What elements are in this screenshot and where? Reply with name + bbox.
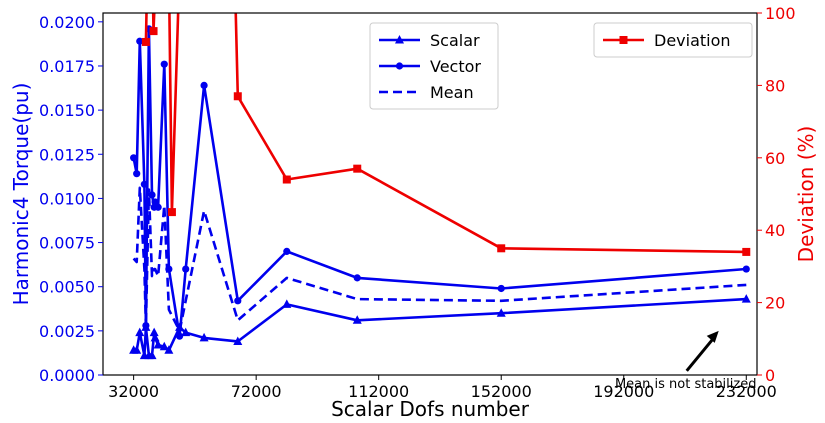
data-point-deviation: [149, 27, 158, 36]
y-left-tick-label: 0.0100: [39, 189, 95, 208]
data-point-vector: [175, 332, 184, 340]
data-point-deviation: [497, 244, 506, 253]
data-point-deviation: [141, 37, 150, 46]
plot-frame: [102, 12, 758, 376]
data-point-scalar: [135, 327, 145, 337]
data-point-scalar: [149, 327, 159, 337]
annotation: Mean is not stabilized: [615, 330, 757, 392]
x-tick-label: 112000: [348, 382, 409, 401]
y-axis-right-label: Deviation (%): [794, 126, 818, 263]
series-layer: [129, 13, 751, 360]
legend-label-scalar: Scalar: [430, 31, 480, 50]
y-left-tick-label: 0.0025: [39, 322, 95, 341]
data-point-vector: [130, 154, 138, 162]
legend-box: [369, 22, 499, 110]
data-point-vector: [182, 265, 190, 273]
data-point-vector: [742, 265, 750, 273]
x-axis-label: Scalar Dofs number: [331, 397, 530, 421]
data-point-deviation: [233, 92, 242, 101]
data-point-vector: [497, 284, 505, 293]
x-tick-label: 152000: [471, 382, 532, 401]
data-point-scalar: [282, 299, 292, 308]
data-point-scalar: [741, 294, 751, 303]
legend-entry-vector: Vector: [379, 57, 481, 76]
data-point-vector: [133, 170, 141, 178]
y-left-tick-label: 0.0000: [39, 366, 95, 385]
series-scalar: [129, 294, 751, 360]
data-point-vector: [154, 203, 162, 211]
data-point-vector: [283, 247, 291, 255]
y-axis-left-label: Harmonic4 Torque(pu): [9, 83, 33, 306]
y-right-tick-label: 60: [765, 149, 785, 168]
series-mean: [132, 186, 747, 333]
x-tick-label: 72000: [231, 382, 282, 401]
x-tick-label: 192000: [593, 382, 654, 401]
series-line-vector: [132, 27, 747, 338]
data-point-scalar: [132, 345, 142, 354]
legend-box: [593, 22, 753, 58]
y-left-tick-label: 0.0050: [39, 278, 95, 297]
y-right-tick-label: 40: [765, 221, 785, 240]
data-point-vector: [148, 191, 156, 199]
data-point-vector: [151, 198, 159, 206]
legend-entry-deviation: Deviation: [603, 31, 731, 50]
data-point-vector: [234, 297, 242, 305]
data-point-vector: [200, 81, 208, 89]
legend-label-mean: Mean: [430, 83, 474, 102]
data-point-deviation: [742, 247, 751, 256]
data-point-deviation: [282, 175, 291, 184]
legend-label-deviation: Deviation: [654, 31, 731, 50]
y-right-tick-label: 80: [765, 76, 785, 95]
annotation-arrow: [685, 335, 716, 372]
data-point-scalar: [147, 350, 157, 360]
x-tick-label: 232000: [716, 382, 777, 401]
series-line-mean: [132, 186, 747, 333]
y-left-tick-label: 0.0150: [39, 101, 95, 120]
legend-marker-vector: [395, 62, 404, 70]
series-deviation: [141, 13, 751, 256]
legend-marker-deviation: [619, 36, 628, 44]
y-right-tick-label: 100: [765, 4, 796, 23]
legend-scalar-vector-mean: Scalar Vector Mean: [369, 22, 499, 110]
plot-area: [129, 13, 751, 360]
data-point-deviation: [353, 164, 362, 173]
annotation-arrow-head: [706, 330, 719, 343]
y-right-tick-label: 20: [765, 294, 785, 313]
series-line-deviation: [144, 13, 747, 254]
annotation-text: Mean is not stabilized: [615, 377, 757, 392]
y-right-tick-label: 0: [765, 366, 775, 385]
data-point-scalar: [199, 332, 209, 342]
y-left-tick-label: 0.0125: [39, 145, 95, 164]
legend-entry-mean: Mean: [379, 83, 474, 102]
data-point-scalar: [153, 339, 163, 349]
data-point-scalar: [164, 345, 174, 354]
data-point-deviation: [167, 208, 176, 217]
data-point-scalar: [496, 308, 506, 317]
data-point-vector: [160, 60, 168, 68]
data-point-scalar: [352, 315, 362, 324]
axes-layer: 32000 72000 112000 152000 192000 232000 0.0000…: [39, 4, 796, 401]
y-left-tick-label: 0.0075: [39, 234, 95, 253]
legend-entry-scalar: Scalar: [379, 31, 480, 50]
data-point-vector: [140, 180, 148, 188]
legend-marker-scalar: [395, 35, 404, 44]
y-left-tick-label: 0.0175: [39, 57, 95, 76]
data-point-vector: [136, 37, 144, 45]
legend-label-vector: Vector: [430, 57, 481, 76]
legend-deviation: Deviation: [593, 22, 753, 58]
data-point-scalar: [159, 341, 169, 351]
y-left-tick-label: 0.0200: [39, 13, 95, 32]
x-tick-label: 32000: [108, 382, 159, 401]
series-line-scalar: [133, 297, 747, 357]
series-vector: [130, 25, 750, 340]
data-point-vector: [353, 274, 361, 282]
data-point-scalar: [181, 327, 191, 337]
data-point-scalar: [150, 332, 160, 342]
data-point-scalar: [233, 336, 243, 345]
